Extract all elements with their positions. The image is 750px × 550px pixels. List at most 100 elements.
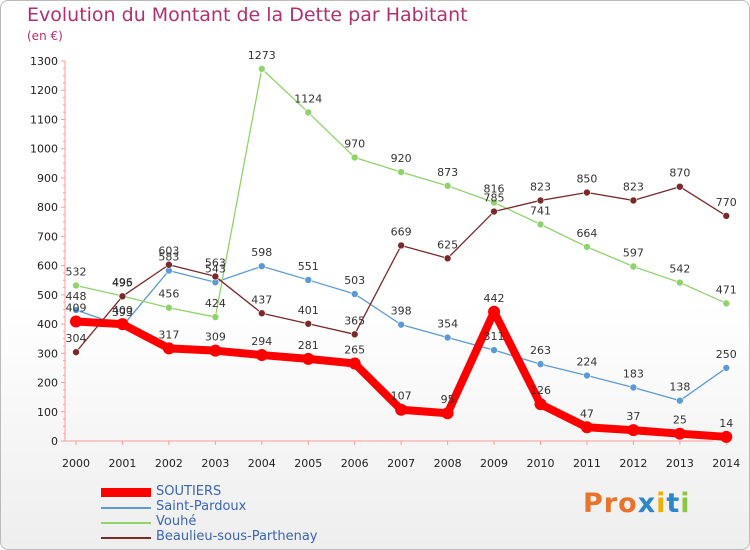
data-label: 598: [251, 246, 272, 259]
data-point: [676, 278, 684, 287]
data-point: [629, 196, 638, 205]
data-point: [350, 153, 359, 162]
data-label: 542: [669, 263, 690, 276]
y-tick-label: 1200: [30, 84, 58, 97]
data-label: 770: [716, 196, 737, 209]
data-label: 583: [158, 251, 179, 264]
data-label: 503: [344, 274, 365, 287]
data-label: 873: [437, 166, 458, 179]
data-point: [441, 407, 454, 420]
x-tick-label: 2008: [434, 457, 462, 470]
data-label: 1273: [248, 49, 276, 62]
y-tick-label: 1100: [30, 113, 58, 126]
data-point: [397, 320, 405, 329]
data-point: [116, 318, 129, 331]
data-point: [209, 344, 222, 357]
x-tick-label: 2009: [480, 457, 508, 470]
y-tick-label: 500: [37, 289, 58, 302]
data-label: 664: [576, 227, 597, 240]
data-point: [395, 403, 408, 416]
data-label: 741: [530, 204, 551, 217]
data-label: 437: [251, 293, 272, 306]
data-point: [629, 383, 638, 392]
data-label: 263: [530, 344, 551, 357]
data-label: 250: [716, 348, 737, 361]
data-point: [118, 292, 127, 301]
data-label: 442: [484, 292, 505, 305]
y-tick-label: 900: [37, 172, 58, 185]
data-point: [722, 299, 731, 308]
data-point: [720, 430, 733, 443]
data-point: [397, 168, 405, 176]
data-label: 920: [391, 152, 412, 165]
logo-letter: o: [618, 488, 638, 519]
data-label: 37: [626, 410, 640, 423]
data-point: [348, 357, 361, 370]
labels-layer: 448 393 583 543 598 551 503 398 354 311 263 224 183 1…: [66, 49, 737, 430]
data-label: 265: [344, 344, 365, 357]
data-label: 495: [112, 276, 133, 289]
data-point: [676, 396, 684, 405]
data-label: 294: [251, 335, 272, 348]
x-tick-label: 2002: [155, 457, 183, 470]
legend-label: Vouhé: [156, 514, 197, 529]
data-label: 870: [669, 167, 690, 180]
data-point: [490, 346, 498, 354]
data-point: [165, 260, 173, 269]
data-label: 25: [673, 414, 687, 427]
x-tick-label: 2012: [619, 457, 647, 470]
y-tick-label: 300: [37, 347, 58, 360]
data-label: 551: [298, 260, 319, 273]
data-point: [536, 196, 545, 205]
data-label: 625: [437, 238, 458, 251]
data-point: [304, 319, 313, 328]
data-label: 456: [158, 288, 179, 301]
data-label: 597: [623, 246, 644, 259]
data-label: 95: [441, 393, 455, 406]
x-tick-label: 2006: [341, 457, 369, 470]
x-tick-label: 2011: [573, 457, 601, 470]
data-label: 311: [484, 330, 505, 343]
data-label: 224: [576, 356, 597, 369]
data-point: [629, 262, 638, 271]
y-tick-label: 600: [37, 260, 58, 273]
data-label: 496: [112, 276, 133, 289]
data-point: [443, 254, 452, 263]
data-point: [350, 290, 359, 298]
y-tick-label: 0: [51, 435, 58, 448]
data-point: [583, 371, 591, 380]
data-label: 563: [205, 256, 226, 269]
data-label: 400: [112, 304, 133, 317]
data-label: 317: [158, 328, 179, 341]
chart-title: Evolution du Montant de la Dette par Hab…: [27, 4, 468, 26]
y-tick-label: 1000: [30, 143, 58, 156]
data-label: 281: [298, 339, 319, 352]
data-label: 401: [298, 304, 319, 317]
logo-letter: x: [637, 488, 657, 519]
x-tick-label: 2000: [62, 457, 90, 470]
data-label: 823: [530, 180, 551, 193]
series-layer: [70, 65, 733, 443]
data-point: [162, 342, 175, 355]
data-point: [255, 349, 268, 362]
logo-letter: r: [603, 488, 619, 519]
axes: 0 100 200 300 400 500 600 700 800 900 1000 1100 1200…: [30, 55, 740, 470]
x-tick-label: 2001: [108, 457, 136, 470]
data-label: 970: [344, 137, 365, 150]
data-point: [583, 188, 591, 197]
data-point: [165, 303, 173, 312]
logo-letter: P: [583, 488, 604, 519]
data-point: [676, 182, 684, 191]
data-point: [211, 272, 220, 281]
data-point: [583, 243, 591, 251]
data-point: [722, 364, 731, 372]
data-point: [397, 241, 405, 250]
x-tick-label: 2010: [527, 457, 555, 470]
data-point: [490, 198, 498, 207]
logo-letter: i: [656, 488, 667, 519]
data-label: 816: [484, 182, 505, 195]
data-label: 47: [580, 407, 594, 420]
data-label: 304: [66, 332, 87, 345]
